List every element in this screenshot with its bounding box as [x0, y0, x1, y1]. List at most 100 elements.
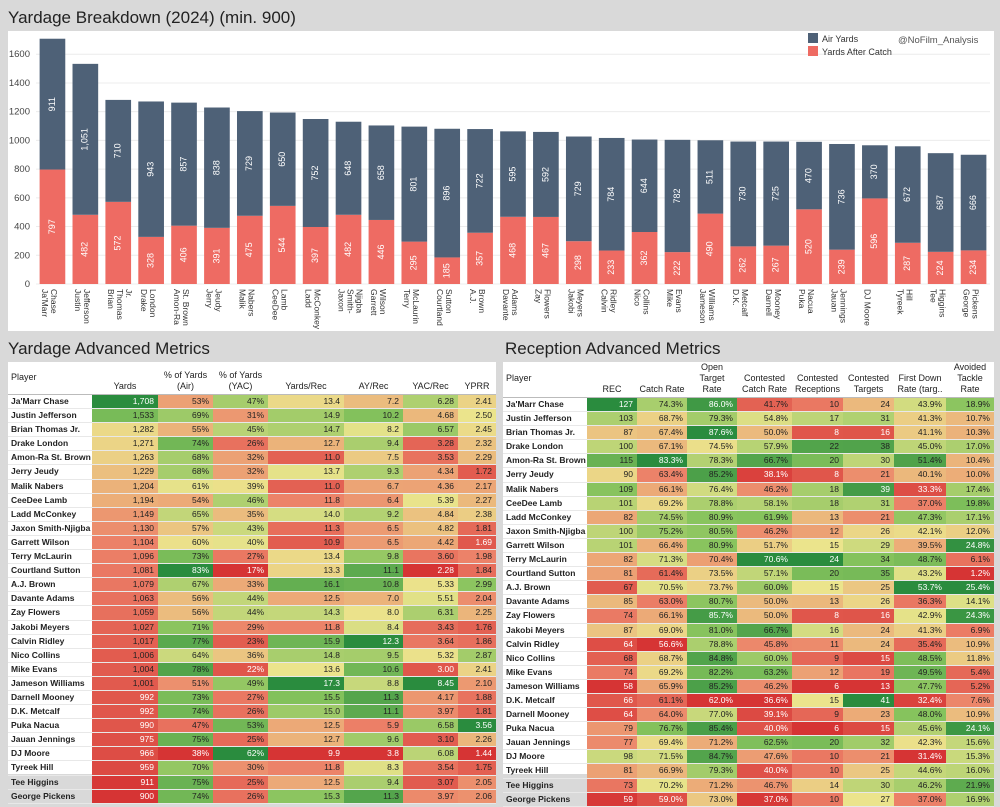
yardage-column-header[interactable]: Yards/Rec: [268, 362, 344, 395]
table-row[interactable]: Jauan Jennings 77 69.4% 71.2% 62.5% 20 32 42.3%…: [503, 735, 994, 751]
reception-heat-cell: 16.9%: [946, 792, 994, 807]
table-row[interactable]: Tyreek Hill 959 70% 30% 11.8 8.3 3.54 1.75: [8, 760, 496, 776]
table-row[interactable]: Amon-Ra St. Brown 1,263 68% 32% 11.0 7.5 3.53 2…: [8, 450, 496, 466]
table-row[interactable]: Jerry Jeudy 90 63.4% 85.2% 38.1% 8 21 40.1% 10.0…: [503, 467, 994, 483]
legend-item-air[interactable]: Air Yards: [808, 33, 892, 44]
yardage-column-header[interactable]: Yards: [92, 362, 158, 395]
x-tick-label: Jennings: [839, 289, 849, 323]
table-row[interactable]: Jaxon Smith-Njigba 1,130 57% 43% 11.3 6.5 4.82…: [8, 521, 496, 536]
player-name-cell: Davante Adams: [503, 594, 587, 610]
yardage-heat-cell: 2.45: [458, 422, 496, 438]
table-row[interactable]: Terry McLaurin 1,096 73% 27% 13.4 9.8 3.60 1.98: [8, 549, 496, 565]
table-row[interactable]: Brian Thomas Jr. 87 67.4% 87.6% 50.0% 8 16 41.1…: [503, 425, 994, 441]
table-row[interactable]: CeeDee Lamb 101 69.2% 78.8% 58.1% 18 31 37.0% 19…: [503, 496, 994, 511]
bar-air: [500, 131, 526, 217]
table-row[interactable]: Zay Flowers 74 66.1% 85.7% 50.0% 8 16 42.9% 24.3…: [503, 608, 994, 624]
yardage-heat-cell: 9.5: [344, 648, 403, 663]
reception-heat-cell: 66.1%: [637, 482, 687, 497]
yardage-column-header[interactable]: YAC/Rec: [403, 362, 458, 395]
reception-column-header[interactable]: Contested Catch Rate: [737, 362, 792, 398]
reception-heat-cell: 32: [843, 735, 894, 751]
table-row[interactable]: Terry McLaurin 82 71.3% 70.4% 70.6% 24 34 48.7%…: [503, 552, 994, 568]
table-row[interactable]: Jakobi Meyers 87 69.0% 81.0% 66.7% 16 24 41.3% 6…: [503, 623, 994, 638]
reception-column-header[interactable]: Contested Receptions: [792, 362, 843, 398]
table-row[interactable]: Mike Evans 1,004 78% 22% 13.6 10.6 3.00 2.41: [8, 662, 496, 677]
table-row[interactable]: Nico Collins 1,006 64% 36% 14.8 9.5 5.32 2.87: [8, 648, 496, 663]
table-row[interactable]: Jakobi Meyers 1,027 71% 29% 11.8 8.4 3.43 1.76: [8, 620, 496, 635]
table-row[interactable]: Jaxon Smith-Njigba 100 75.2% 80.5% 46.2% 12 26…: [503, 524, 994, 539]
table-row[interactable]: Tyreek Hill 81 66.9% 79.3% 40.0% 10 25 44.6% 16.…: [503, 763, 994, 779]
table-row[interactable]: DJ Moore 966 38% 62% 9.9 3.8 6.08 1.44: [8, 746, 496, 762]
reception-column-header[interactable]: REC: [587, 362, 637, 398]
yardage-column-header[interactable]: Player: [8, 362, 92, 395]
table-row[interactable]: Calvin Ridley 1,017 77% 23% 15.9 12.3 3.64 1.86: [8, 634, 496, 649]
table-row[interactable]: Ladd McConkey 82 74.5% 80.9% 61.9% 13 21 47.3% 1…: [503, 510, 994, 525]
yardage-column-header[interactable]: YPRR: [458, 362, 496, 395]
yardage-column-header[interactable]: % of Yards (YAC): [213, 362, 268, 395]
table-row[interactable]: Davante Adams 1,063 56% 44% 12.5 7.0 5.51 2.04: [8, 591, 496, 607]
table-row[interactable]: Ladd McConkey 1,149 65% 35% 14.0 9.2 4.84 2.38: [8, 507, 496, 522]
table-row[interactable]: Mike Evans 74 69.2% 82.2% 63.2% 12 19 49.5% 5.4%: [503, 665, 994, 680]
table-row[interactable]: Jerry Jeudy 1,229 68% 32% 13.7 9.3 4.34 1.72: [8, 464, 496, 480]
data-label-yac: 468: [507, 243, 517, 258]
table-row[interactable]: Brian Thomas Jr. 1,282 55% 45% 14.7 8.2 6.57 2.…: [8, 422, 496, 438]
table-row[interactable]: Davante Adams 85 63.0% 80.7% 50.0% 13 26 36.3% 1…: [503, 594, 994, 610]
yardage-table-title: Yardage Advanced Metrics: [8, 339, 210, 358]
reception-column-header[interactable]: Catch Rate: [637, 362, 687, 398]
table-row[interactable]: A.J. Brown 67 70.5% 73.7% 60.0% 15 25 53.7% 25.4…: [503, 580, 994, 596]
reception-heat-cell: 71.5%: [637, 749, 687, 765]
table-row[interactable]: Malik Nabers 109 66.1% 76.4% 46.2% 18 39 33.3% 1…: [503, 482, 994, 497]
reception-column-header[interactable]: First Down Rate (targ..: [894, 362, 946, 398]
table-row[interactable]: George Pickens 900 74% 26% 15.3 11.3 3.97 2.06: [8, 789, 496, 804]
table-row[interactable]: Ja'Marr Chase 127 74.3% 86.0% 41.7% 10 24 43.9%…: [503, 397, 994, 413]
table-row[interactable]: Nico Collins 68 68.7% 84.8% 60.0% 9 15 48.5% 11.…: [503, 651, 994, 666]
table-row[interactable]: Garrett Wilson 1,104 60% 40% 10.9 6.5 4.42 1.69: [8, 535, 496, 551]
table-row[interactable]: DJ Moore 98 71.5% 84.7% 47.6% 10 21 31.4% 15.3%: [503, 749, 994, 765]
reception-column-header[interactable]: Player: [503, 362, 587, 398]
player-name-cell: A.J. Brown: [8, 577, 92, 593]
table-row[interactable]: Jameson Williams 1,001 51% 49% 17.3 8.8 8.45 2.…: [8, 676, 496, 691]
table-row[interactable]: Darnell Mooney 992 73% 27% 15.5 11.3 4.17 1.88: [8, 690, 496, 706]
table-row[interactable]: Tee Higgins 911 75% 25% 12.5 9.4 3.07 2.05: [8, 775, 496, 790]
table-row[interactable]: D.K. Metcalf 992 74% 26% 15.0 11.1 3.97 1.81: [8, 704, 496, 720]
yardage-heat-cell: 4.84: [403, 507, 458, 522]
table-row[interactable]: Tee Higgins 73 70.2% 71.2% 46.7% 14 30 46.2% 21.…: [503, 778, 994, 793]
table-row[interactable]: Courtland Sutton 81 61.4% 73.5% 57.1% 20 35 43.…: [503, 566, 994, 582]
table-row[interactable]: Jauan Jennings 975 75% 25% 12.7 9.6 3.10 2.26: [8, 732, 496, 748]
table-row[interactable]: Justin Jefferson 103 68.7% 79.3% 54.8% 17 31 41…: [503, 411, 994, 427]
table-row[interactable]: Ja'Marr Chase 1,708 53% 47% 13.4 7.2 6.28 2.41: [8, 394, 496, 410]
table-row[interactable]: Courtland Sutton 1,081 83% 17% 13.3 11.1 2.28 1…: [8, 563, 496, 579]
table-row[interactable]: Garrett Wilson 101 66.4% 80.9% 51.7% 15 29 39.5…: [503, 538, 994, 554]
legend-item-yac[interactable]: Yards After Catch: [808, 46, 892, 57]
table-row[interactable]: Jameson Williams 58 65.9% 85.2% 46.2% 6 13 47.7…: [503, 679, 994, 694]
reception-heat-cell: 67.4%: [637, 425, 687, 441]
table-row[interactable]: Justin Jefferson 1,533 69% 31% 14.9 10.2 4.68 2…: [8, 408, 496, 424]
table-row[interactable]: Malik Nabers 1,204 61% 39% 11.0 6.7 4.36 2.17: [8, 479, 496, 494]
table-row[interactable]: Drake London 100 67.1% 74.5% 57.9% 22 38 45.0% 1…: [503, 439, 994, 455]
reception-column-header[interactable]: Open Target Rate: [687, 362, 737, 398]
yardage-column-header[interactable]: % of Yards (Air): [158, 362, 213, 395]
reception-column-header[interactable]: Contested Targets: [843, 362, 894, 398]
table-row[interactable]: Drake London 1,271 74% 26% 12.7 9.4 3.28 2.32: [8, 436, 496, 452]
bar-air: [368, 125, 395, 220]
table-row[interactable]: Puka Nacua 990 47% 53% 12.5 5.9 6.58 3.56: [8, 718, 496, 734]
table-row[interactable]: CeeDee Lamb 1,194 54% 46% 11.8 6.4 5.39 2.27: [8, 493, 496, 508]
table-row[interactable]: D.K. Metcalf 66 61.1% 62.0% 36.6% 15 41 32.4% 7.…: [503, 693, 994, 709]
yardage-heat-cell: 1,263: [92, 450, 158, 466]
table-row[interactable]: A.J. Brown 1,079 67% 33% 16.1 10.8 5.33 2.99: [8, 577, 496, 593]
bar-air: [236, 111, 263, 216]
yardage-column-header[interactable]: AY/Rec: [344, 362, 403, 395]
yardage-heat-cell: 3.54: [403, 760, 458, 776]
reception-heat-cell: 40.1%: [894, 467, 946, 483]
table-row[interactable]: Darnell Mooney 64 64.0% 77.0% 39.1% 9 23 48.0% 1…: [503, 707, 994, 723]
yardage-heat-cell: 3.60: [403, 549, 458, 565]
table-row[interactable]: George Pickens 59 59.0% 73.0% 37.0% 10 27 37.0%…: [503, 792, 994, 807]
reception-heat-cell: 24.1%: [946, 721, 994, 737]
reception-heat-cell: 64: [587, 707, 637, 723]
table-row[interactable]: Zay Flowers 1,059 56% 44% 14.3 8.0 6.31 2.25: [8, 605, 496, 621]
data-label-air: 370: [869, 164, 879, 179]
table-row[interactable]: Calvin Ridley 64 56.6% 78.8% 45.8% 11 24 35.4% 1…: [503, 637, 994, 652]
table-row[interactable]: Amon-Ra St. Brown 115 83.3% 78.3% 66.7% 20 30 5…: [503, 453, 994, 469]
table-row[interactable]: Puka Nacua 79 76.7% 85.4% 40.0% 6 15 45.6% 24.1%: [503, 721, 994, 737]
reception-column-header[interactable]: Avoided Tackle Rate: [946, 362, 994, 398]
